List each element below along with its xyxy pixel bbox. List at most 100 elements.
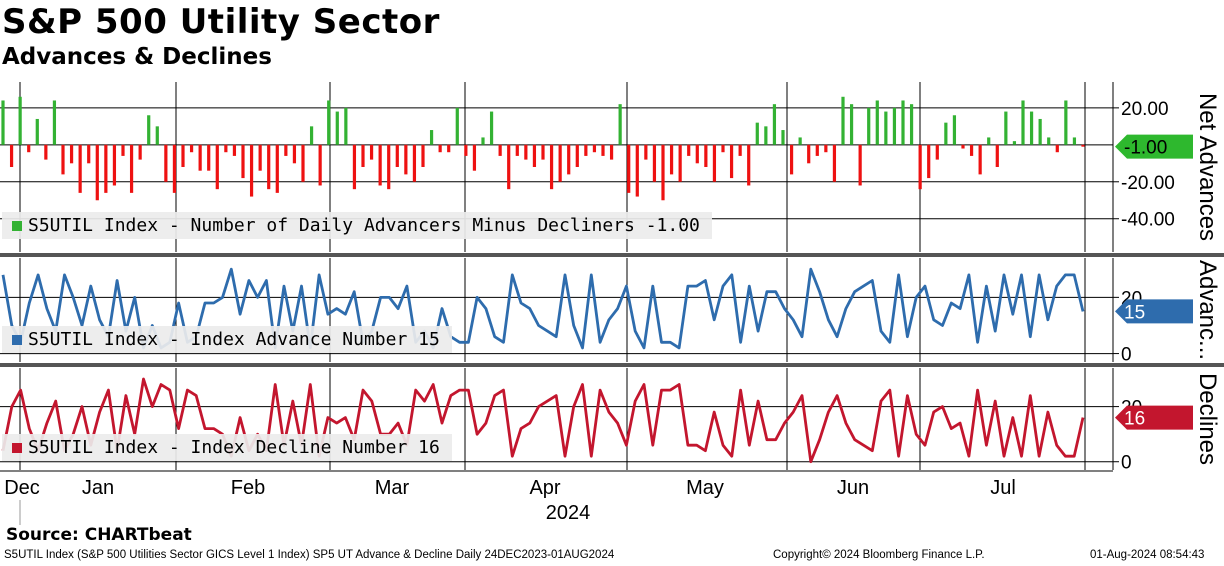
bar: [447, 144, 451, 153]
bar: [472, 144, 477, 171]
ytick-label: -40.00: [1121, 210, 1175, 231]
xtick-label: Feb: [231, 477, 265, 499]
bar: [164, 144, 168, 182]
bar: [969, 144, 974, 156]
bar: [198, 144, 202, 171]
bar: [181, 144, 185, 167]
series-line: [1, 377, 1085, 464]
bar: [987, 137, 991, 145]
bar: [438, 144, 442, 153]
bar: [189, 144, 194, 153]
legend-swatch-advances: [12, 335, 22, 345]
bar: [541, 144, 545, 160]
bar: [292, 144, 297, 164]
bar: [61, 144, 65, 175]
bar: [224, 144, 228, 153]
bar: [232, 144, 237, 156]
legend-label-declines: S5UTIL Index - Index Decline Number 16: [28, 437, 440, 458]
last-value-label: -1.00: [1124, 138, 1167, 159]
ytick-label: 20.00: [1121, 99, 1169, 120]
bar: [669, 144, 674, 175]
bar: [1047, 137, 1051, 145]
legend-label-net: S5UTIL Index - Number of Daily Advancers…: [28, 215, 700, 236]
bar: [584, 144, 588, 156]
bar: [429, 130, 434, 145]
bar: [489, 111, 494, 145]
bar: [267, 144, 271, 190]
bar: [27, 144, 31, 153]
panel-separator: [0, 253, 1224, 257]
bar: [652, 144, 657, 182]
bar: [258, 144, 262, 171]
bar: [807, 144, 811, 164]
bar: [515, 144, 519, 156]
bar: [601, 144, 605, 156]
legend-label-advances: S5UTIL Index - Index Advance Number 15: [28, 329, 440, 350]
xtick-label: Apr: [529, 477, 560, 499]
bar: [1004, 111, 1008, 145]
bar: [772, 104, 777, 145]
bar: [344, 107, 348, 145]
bar: [661, 144, 665, 201]
bar: [815, 144, 819, 156]
xtick-label: Jan: [82, 477, 114, 499]
bar: [944, 122, 948, 145]
bar: [507, 144, 511, 190]
bar: [327, 100, 331, 145]
source-label: Source: CHARTbeat: [6, 525, 192, 545]
bar: [789, 144, 794, 175]
bar: [592, 144, 597, 153]
bar: [918, 144, 922, 190]
bar: [747, 144, 751, 186]
bar: [798, 137, 802, 145]
bar: [301, 144, 305, 182]
bar: [824, 144, 828, 153]
bar: [1, 100, 5, 145]
bar: [1064, 100, 1068, 145]
last-value-label: 16: [1124, 409, 1145, 430]
bar: [129, 144, 134, 193]
bar: [961, 144, 965, 149]
footer-timestamp: 01-Aug-2024 08:54:43: [1090, 549, 1205, 561]
bar: [1012, 141, 1017, 145]
bar: [867, 107, 871, 145]
axis-title: Net Advances: [1194, 93, 1221, 241]
xtick-label: Jun: [837, 477, 869, 499]
bar: [644, 144, 648, 160]
bar: [352, 144, 357, 190]
bar: [369, 144, 374, 160]
axis-title: Advanc...: [1194, 260, 1221, 360]
bar: [455, 107, 459, 145]
axis-title: Declines: [1194, 373, 1221, 465]
bar: [241, 144, 245, 179]
ytick-label: 0: [1121, 345, 1132, 366]
bar: [284, 144, 288, 156]
bar: [395, 144, 399, 167]
series-line: [1, 267, 1085, 350]
bar: [635, 144, 639, 197]
bar: [712, 144, 717, 182]
bar: [892, 107, 897, 145]
bar: [498, 144, 502, 156]
xtick-label: Jul: [990, 477, 1016, 499]
legend-net-advances: S5UTIL Index - Number of Daily Advancers…: [2, 212, 712, 239]
bar: [609, 144, 614, 160]
bar: [87, 144, 91, 164]
bar: [524, 144, 528, 160]
bar: [618, 104, 622, 145]
bar: [764, 126, 768, 145]
bar: [901, 100, 905, 145]
ytick-label: 0: [1121, 453, 1132, 474]
last-value-tag: [1115, 134, 1193, 159]
bar: [147, 115, 151, 145]
bar: [567, 144, 571, 175]
bar: [627, 144, 631, 193]
bar: [1021, 100, 1025, 145]
legend-declines: S5UTIL Index - Index Decline Number 16: [2, 434, 452, 461]
bar: [387, 144, 391, 190]
bar: [884, 111, 888, 145]
bar: [44, 144, 48, 160]
last-value-label: 15: [1124, 302, 1145, 323]
bar: [721, 144, 725, 153]
bar: [155, 126, 159, 145]
